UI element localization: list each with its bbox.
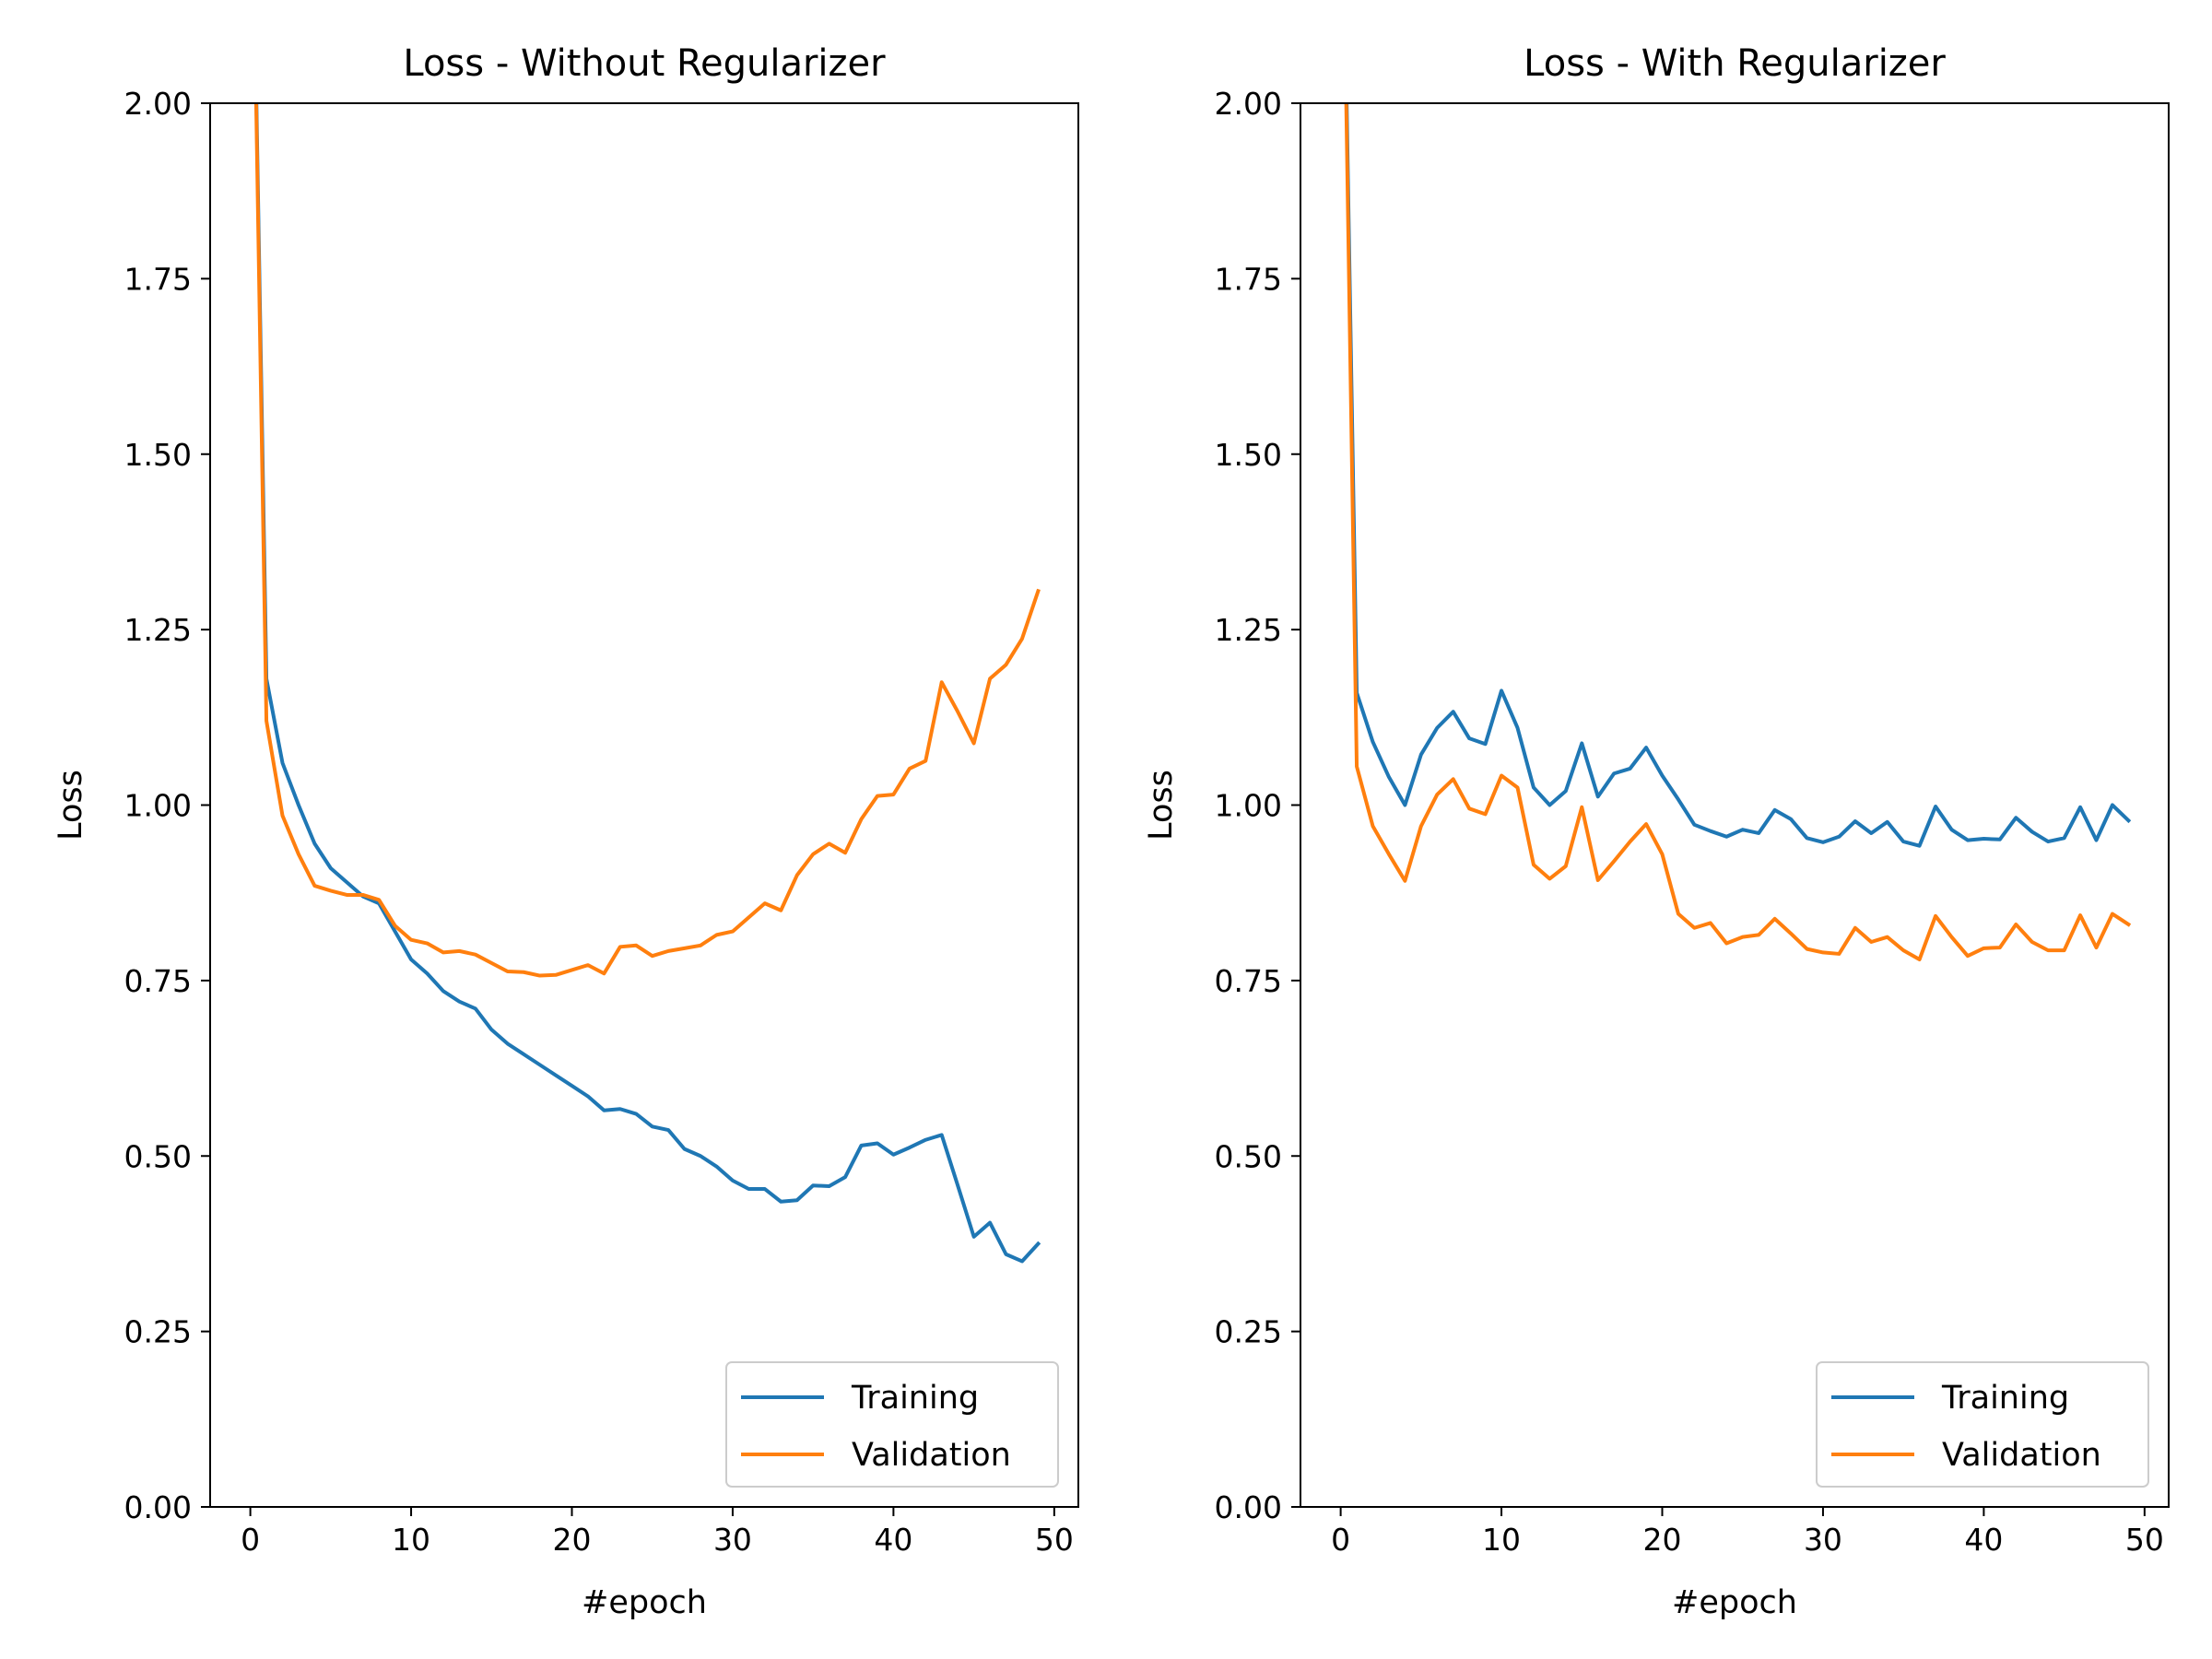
x-tick-label: 0	[1331, 1522, 1350, 1558]
chart-title: Loss - Without Regularizer	[403, 42, 886, 85]
series-line-validation	[253, 103, 1041, 978]
series-line-validation	[1344, 103, 2132, 962]
y-tick-label: 0.50	[124, 1138, 192, 1174]
legend: Training Validation	[725, 1361, 1059, 1488]
y-tick-label: 0.00	[1215, 1489, 1282, 1525]
y-tick-label: 0.25	[1215, 1314, 1282, 1350]
y-axis-label: Loss	[53, 770, 89, 841]
y-axis-label: Loss	[1143, 770, 1180, 841]
chart-title: Loss - With Regularizer	[1524, 42, 1946, 85]
y-tick-label: 2.00	[1215, 86, 1282, 122]
x-tick-label: 30	[1804, 1522, 1842, 1558]
y-tick-label: 1.25	[124, 612, 192, 648]
y-tick-label: 1.00	[1215, 788, 1282, 824]
x-axis-label: #epoch	[582, 1584, 707, 1621]
x-tick-label: 20	[553, 1522, 592, 1558]
x-tick-label: 50	[2125, 1522, 2164, 1558]
series-line-training	[1345, 103, 2132, 848]
y-tick-label: 1.75	[124, 261, 192, 297]
series-line-training	[254, 103, 1041, 1264]
chart-without-regularizer: 0 10 20 30 40 50 0.00 0.25 0.50 0.75 1.00 1.25 1.50 1…	[53, 42, 1079, 1621]
x-tick-label: 40	[874, 1522, 912, 1558]
x-tick-label: 20	[1643, 1522, 1682, 1558]
x-axis-label: #epoch	[1672, 1584, 1797, 1621]
series-group	[253, 103, 1041, 1264]
chart-with-regularizer: 0 10 20 30 40 50 0.00 0.25 0.50 0.75 1.00 1.25 1.50 1…	[1143, 42, 2170, 1621]
x-tick-label: 0	[241, 1522, 260, 1558]
series-group	[1344, 103, 2132, 962]
x-tick-label: 50	[1035, 1522, 1074, 1558]
y-tick-label: 2.00	[124, 86, 192, 122]
y-tick-label: 0.25	[124, 1314, 192, 1350]
x-tick-label: 30	[713, 1522, 752, 1558]
y-tick-label: 0.50	[1215, 1138, 1282, 1174]
y-tick-label: 1.00	[124, 788, 192, 824]
x-tick-label: 40	[1964, 1522, 2003, 1558]
legend-label-training: Training	[851, 1380, 979, 1417]
y-tick-label: 1.75	[1215, 261, 1282, 297]
y-tick-label: 1.50	[1215, 437, 1282, 473]
x-tick-label: 10	[1482, 1522, 1521, 1558]
y-tick-label: 1.25	[1215, 612, 1282, 648]
x-tick-label: 10	[392, 1522, 430, 1558]
legend-label-validation: Validation	[852, 1437, 1011, 1474]
legend-label-training: Training	[1941, 1380, 2069, 1417]
legend-label-validation: Validation	[1942, 1437, 2101, 1474]
y-tick-label: 0.00	[124, 1489, 192, 1525]
y-tick-label: 1.50	[124, 437, 192, 473]
y-tick-label: 0.75	[124, 963, 192, 999]
y-tick-label: 0.75	[1215, 963, 1282, 999]
legend: Training Validation	[1816, 1361, 2149, 1488]
